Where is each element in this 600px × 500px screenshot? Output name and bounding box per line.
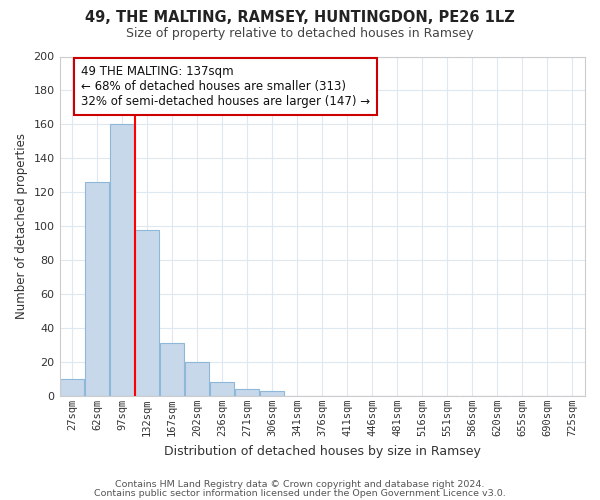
Text: Contains public sector information licensed under the Open Government Licence v3: Contains public sector information licen…: [94, 489, 506, 498]
Bar: [260, 391, 284, 396]
Bar: [110, 124, 134, 396]
Text: 49 THE MALTING: 137sqm
← 68% of detached houses are smaller (313)
32% of semi-de: 49 THE MALTING: 137sqm ← 68% of detached…: [81, 65, 370, 108]
Text: 49, THE MALTING, RAMSEY, HUNTINGDON, PE26 1LZ: 49, THE MALTING, RAMSEY, HUNTINGDON, PE2…: [85, 10, 515, 25]
Bar: [135, 230, 159, 396]
Bar: [85, 182, 109, 396]
Bar: [185, 362, 209, 396]
Bar: [160, 344, 184, 396]
X-axis label: Distribution of detached houses by size in Ramsey: Distribution of detached houses by size …: [164, 444, 481, 458]
Text: Contains HM Land Registry data © Crown copyright and database right 2024.: Contains HM Land Registry data © Crown c…: [115, 480, 485, 489]
Bar: [60, 379, 84, 396]
Y-axis label: Number of detached properties: Number of detached properties: [15, 133, 28, 319]
Bar: [235, 389, 259, 396]
Bar: [210, 382, 234, 396]
Text: Size of property relative to detached houses in Ramsey: Size of property relative to detached ho…: [126, 28, 474, 40]
